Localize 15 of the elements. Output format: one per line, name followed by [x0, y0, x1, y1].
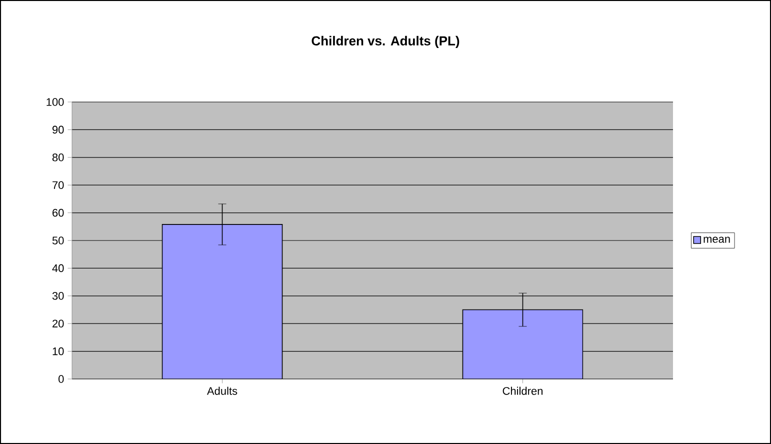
y-tick-label: 80: [52, 154, 64, 162]
y-tick-label: 20: [52, 320, 64, 328]
y-tick-label: 30: [52, 292, 64, 300]
legend-label: mean: [704, 236, 730, 243]
y-tick-label: 40: [52, 264, 64, 272]
x-tick-label: Adults: [206, 386, 238, 395]
x-tick-label: Children: [502, 386, 542, 395]
y-tick-label: 10: [52, 347, 64, 356]
chart-title: Children vs. Adults (PL): [312, 36, 460, 48]
y-tick-label: 100: [46, 98, 64, 106]
y-tick-label: 60: [52, 208, 64, 217]
y-tick-label: 0: [58, 375, 64, 383]
y-tick-label: 70: [52, 181, 64, 189]
y-tick-label: 90: [52, 126, 64, 134]
y-tick-label: 50: [52, 236, 64, 244]
